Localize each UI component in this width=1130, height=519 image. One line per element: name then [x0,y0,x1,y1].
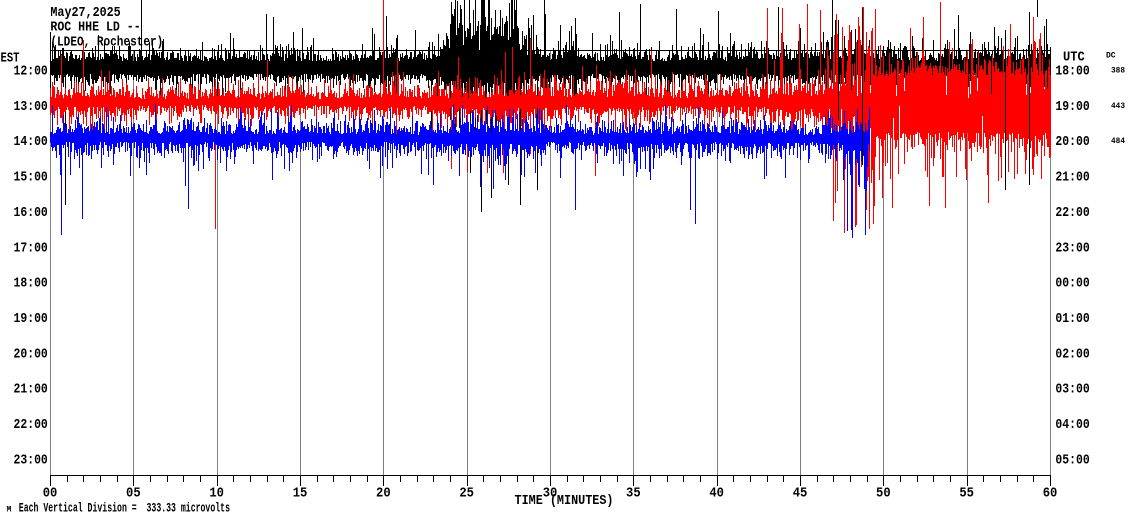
svg-text:15: 15 [293,485,308,501]
svg-text:EST: EST [1,51,20,67]
svg-text:60: 60 [1043,485,1058,501]
svg-text:18:00: 18:00 [14,276,48,292]
svg-text:ROC HHE LD --: ROC HHE LD -- [50,20,140,36]
svg-text:Each Vertical Division = 333.: Each Vertical Division = 333.33 microvol… [19,501,230,516]
svg-text:55: 55 [959,485,974,501]
svg-text:03:00: 03:00 [1055,382,1089,398]
svg-text:04:00: 04:00 [1055,417,1089,433]
svg-text:30: 30 [543,485,558,501]
svg-text:UTC: UTC [1063,50,1085,66]
svg-text:20: 20 [376,485,391,501]
svg-text:50: 50 [876,485,891,501]
svg-text:19:00: 19:00 [1055,99,1089,115]
svg-text:01:00: 01:00 [1055,311,1089,327]
svg-text:May27,2025: May27,2025 [50,5,120,21]
svg-text:22:00: 22:00 [14,417,48,433]
svg-text:40: 40 [709,485,724,501]
svg-text:05:00: 05:00 [1055,452,1089,468]
svg-text:17:00: 17:00 [14,240,48,256]
svg-text:484: 484 [1111,137,1125,146]
svg-text:388: 388 [1111,66,1125,75]
svg-text:00: 00 [43,485,58,501]
svg-text:05: 05 [126,485,141,501]
svg-text:02:00: 02:00 [1055,346,1089,362]
svg-text:13:00: 13:00 [14,99,48,115]
svg-text:(LDEO, Rochester): (LDEO, Rochester) [50,35,163,51]
svg-text:23:00: 23:00 [14,452,48,468]
svg-text:14:00: 14:00 [14,134,48,150]
svg-text:12:00: 12:00 [14,64,48,80]
svg-text:DC: DC [1106,52,1116,61]
svg-text:18:00: 18:00 [1055,64,1089,80]
svg-text:443: 443 [1111,102,1125,111]
svg-text:23:00: 23:00 [1055,240,1089,256]
svg-text:M: M [7,506,12,515]
svg-text:20:00: 20:00 [1055,134,1089,150]
svg-text:22:00: 22:00 [1055,205,1089,221]
svg-text:16:00: 16:00 [14,205,48,221]
svg-text:35: 35 [626,485,641,501]
svg-text:20:00: 20:00 [14,346,48,362]
svg-text:21:00: 21:00 [1055,170,1089,186]
svg-text:00:00: 00:00 [1055,276,1089,292]
svg-text:19:00: 19:00 [14,311,48,327]
svg-text:45: 45 [793,485,808,501]
svg-text:25: 25 [459,485,474,501]
svg-text:10: 10 [209,485,224,501]
svg-text:15:00: 15:00 [14,170,48,186]
svg-text:21:00: 21:00 [14,382,48,398]
svg-text:TIME (MINUTES): TIME (MINUTES) [515,493,614,509]
